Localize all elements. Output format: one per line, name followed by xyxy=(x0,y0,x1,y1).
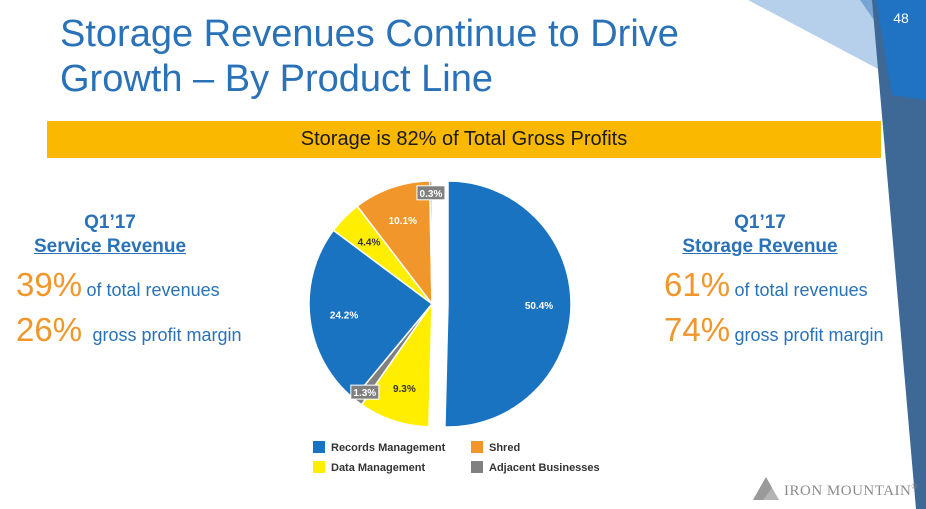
slice-label: 0.3% xyxy=(420,189,443,200)
slice-adjacent-businesses xyxy=(428,180,433,304)
storage-quarter: Q1’17 xyxy=(734,212,786,233)
storage-revenue-stat: 61% of total revenues xyxy=(664,266,868,304)
slice-records-management xyxy=(308,229,434,400)
legend-label: Data Management xyxy=(331,462,426,474)
legend-swatch xyxy=(313,461,325,473)
logo-registered-mark: ® xyxy=(911,482,918,491)
service-margin-stat: 26% gross profit margin xyxy=(16,311,242,349)
logo-text: IRON MOUNTAIN® xyxy=(784,482,918,500)
storage-revenue-text: of total revenues xyxy=(734,280,868,300)
legend-label: Adjacent Businesses xyxy=(489,462,600,474)
legend-item-shred: Shred xyxy=(471,441,520,455)
legend-label: Records Management xyxy=(331,442,446,454)
page-title: Storage Revenues Continue to Drive Growt… xyxy=(60,12,840,102)
storage-margin-stat: 74% gross profit margin xyxy=(664,311,884,349)
storage-margin-pct: 74% xyxy=(664,311,731,348)
title-line-1: Storage Revenues Continue to Drive xyxy=(60,13,679,55)
slice-shred xyxy=(356,180,433,307)
slice-label: 4.4% xyxy=(358,238,381,249)
service-label: Service Revenue xyxy=(33,236,187,257)
storage-label: Storage Revenue xyxy=(682,236,838,257)
legend-label: Shred xyxy=(489,442,521,454)
legend-swatch xyxy=(471,441,483,453)
slice-label: 50.4% xyxy=(525,301,553,312)
service-revenue-pct: 39% xyxy=(16,266,83,303)
service-heading: Q1’17 Service Revenue xyxy=(25,211,195,259)
storage-margin-text: gross profit margin xyxy=(734,325,884,345)
mountain-icon xyxy=(753,477,779,500)
slice-records-management xyxy=(444,180,572,428)
slice-label: 24.2% xyxy=(330,310,358,321)
legend-item-records: Records Management xyxy=(313,441,445,455)
service-quarter: Q1’17 xyxy=(84,212,136,233)
slice-label: 10.1% xyxy=(389,216,417,227)
slice-label-box xyxy=(350,384,380,400)
iron-mountain-logo: IRON MOUNTAIN® xyxy=(752,473,917,503)
logo-wordmark: IRON MOUNTAIN xyxy=(784,483,912,499)
slice-label: 9.3% xyxy=(393,384,416,395)
legend-item-data: Data Management xyxy=(313,461,425,475)
service-revenue-text: of total revenues xyxy=(86,280,220,300)
slice-label-box xyxy=(416,185,446,201)
storage-revenue-pct: 61% xyxy=(664,266,731,303)
service-revenue-stat: 39% of total revenues xyxy=(16,266,220,304)
slice-label: 1.3% xyxy=(353,388,376,399)
legend-item-adjacent: Adjacent Businesses xyxy=(471,461,600,475)
legend-swatch xyxy=(313,441,325,453)
title-line-2: Growth – By Product Line xyxy=(60,58,493,100)
service-margin-pct: 26% xyxy=(16,311,83,348)
page-number: 48 xyxy=(893,10,909,26)
highlight-banner: Storage is 82% of Total Gross Profits xyxy=(47,121,881,158)
chart-legend: Records Management Shred Data Management… xyxy=(313,441,623,481)
storage-heading: Q1’17 Storage Revenue xyxy=(665,211,855,259)
legend-swatch xyxy=(471,461,483,473)
service-margin-text: gross profit margin xyxy=(92,325,242,345)
